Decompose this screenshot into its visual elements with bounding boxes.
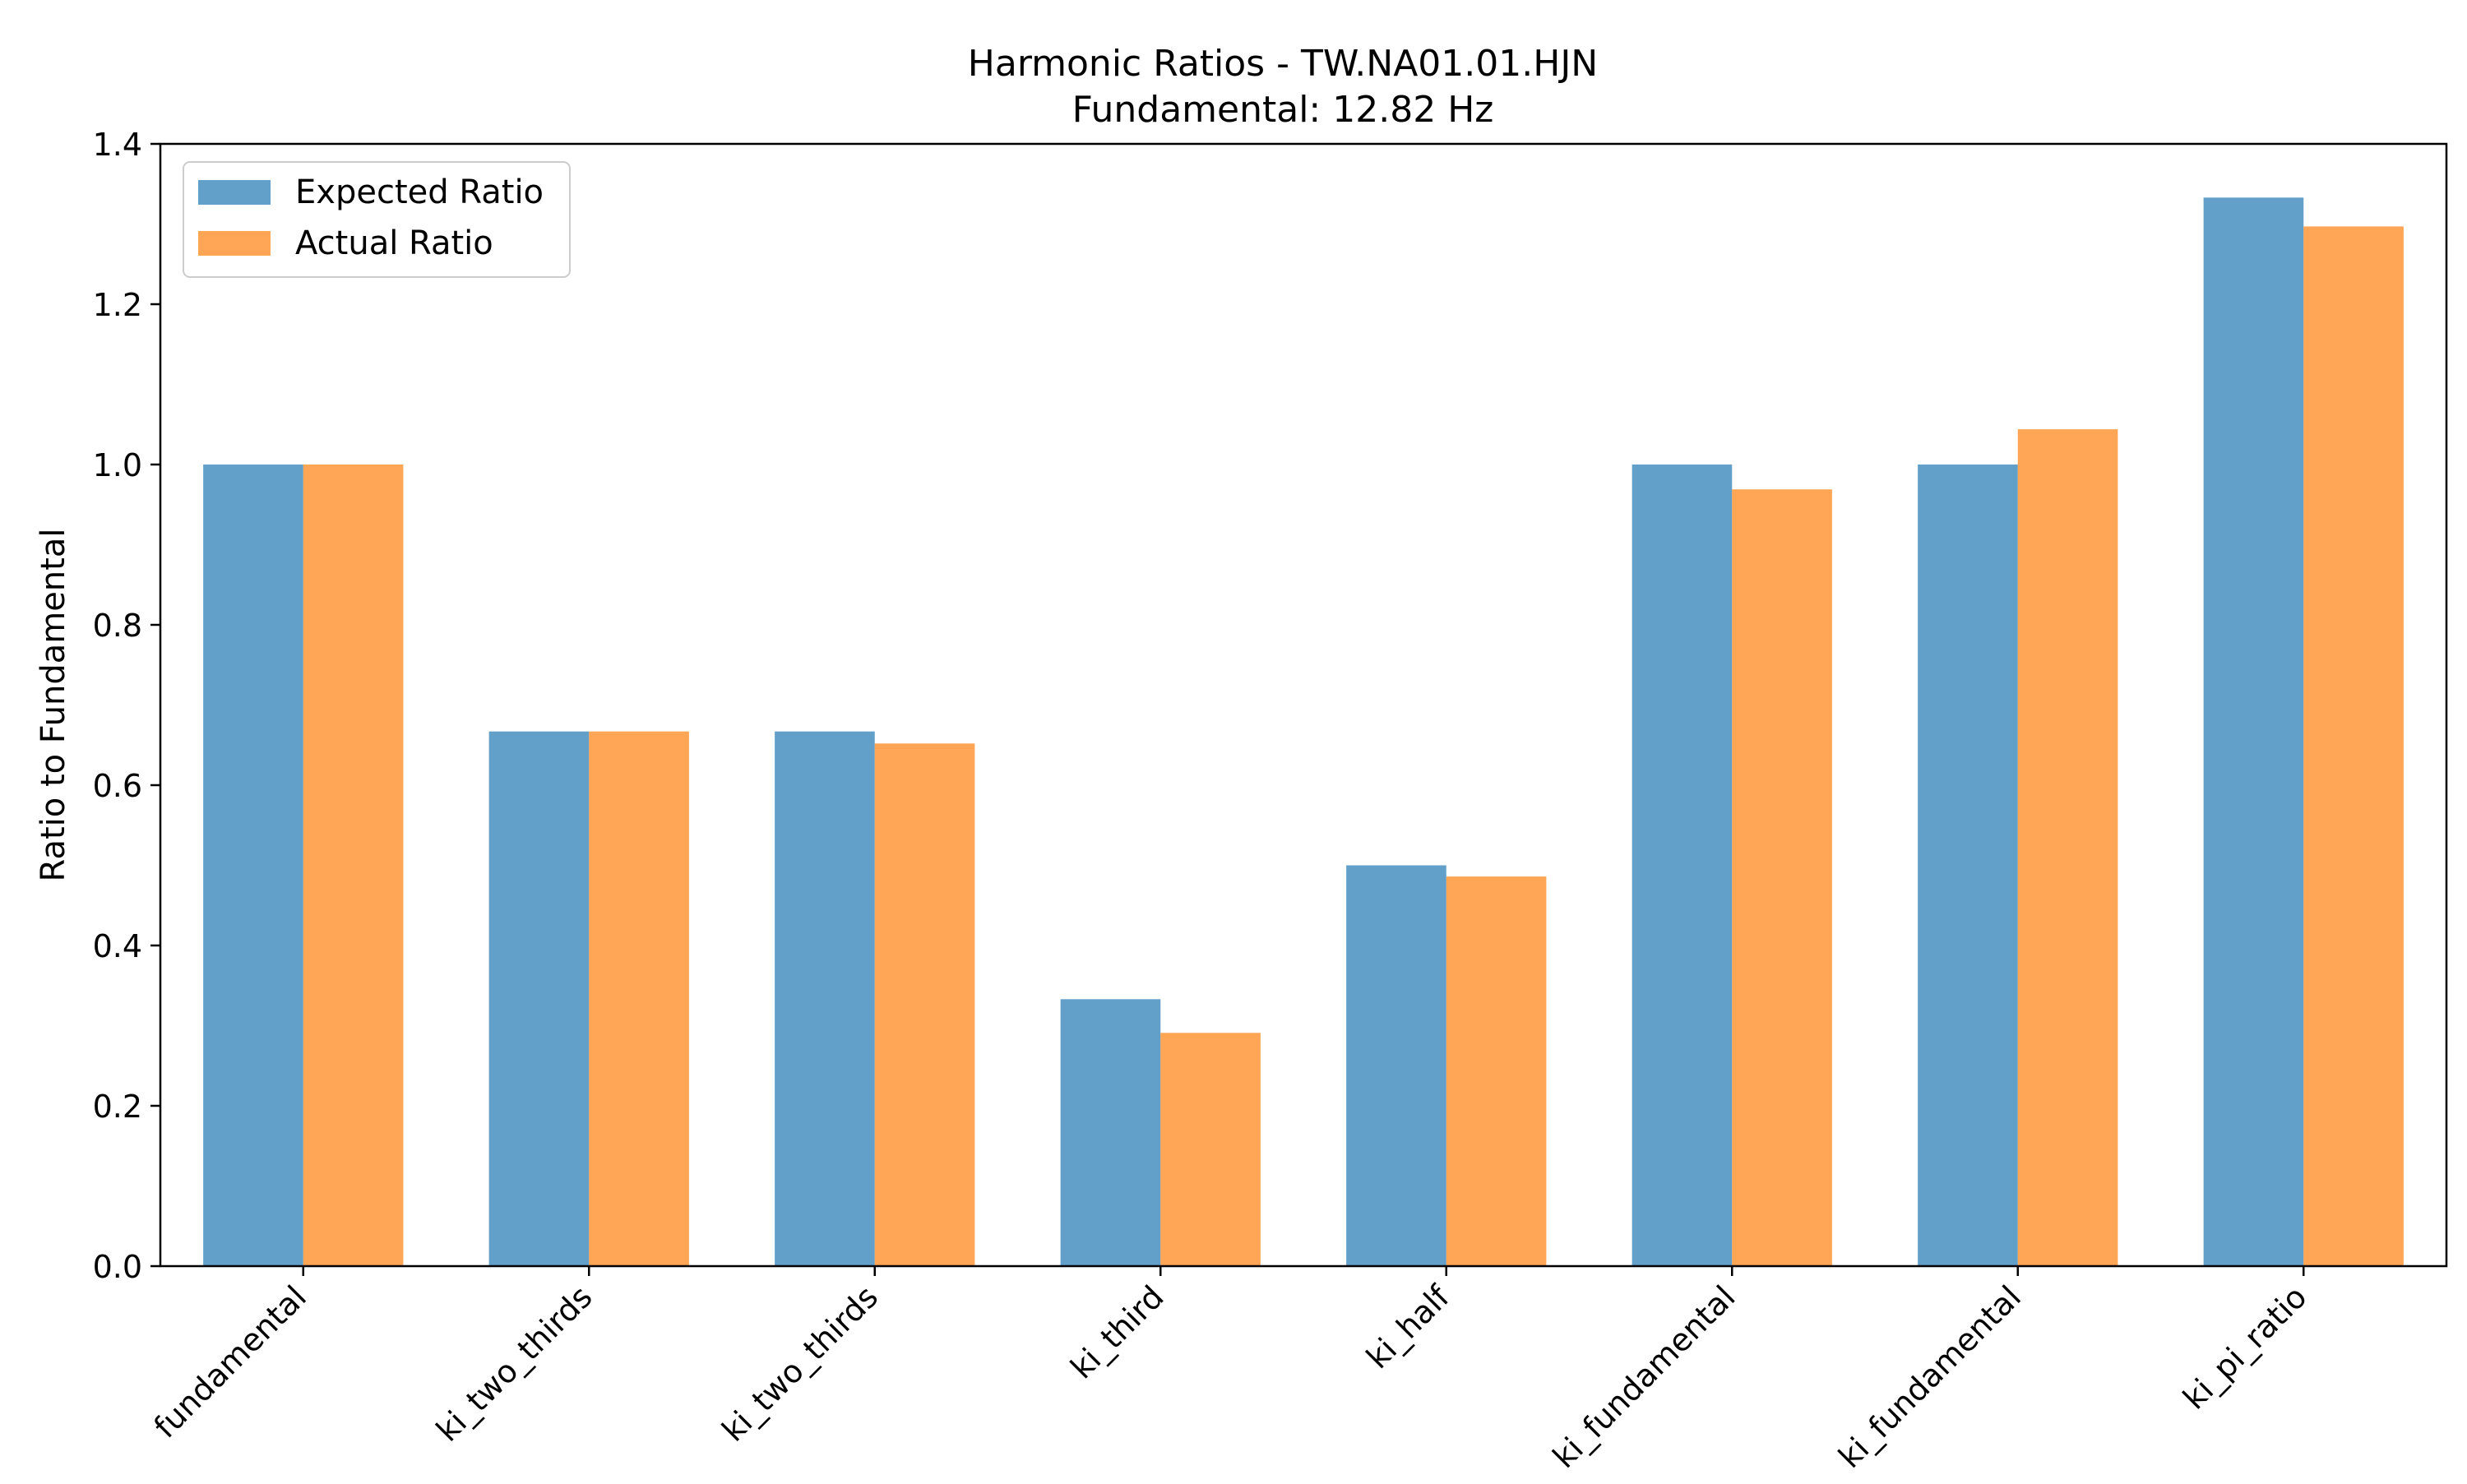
bars-layer (203, 197, 2404, 1267)
y-tick-label: 0.2 (93, 1089, 142, 1125)
bar-actual-4 (1446, 876, 1547, 1266)
bar-actual-1 (589, 731, 689, 1266)
bar-expected-1 (488, 731, 590, 1266)
legend-swatch-actual (198, 231, 271, 256)
legend: Expected Ratio Actual Ratio (183, 161, 571, 278)
y-tick-label: 0.0 (93, 1249, 142, 1285)
y-tick-label: 0.4 (93, 928, 142, 964)
bar-expected-7 (2203, 197, 2304, 1267)
x-tick-label: ki_fundamental (1831, 1278, 2028, 1475)
y-tick-label: 0.8 (93, 608, 142, 644)
x-tick-label: ki_two_thirds (429, 1278, 599, 1449)
x-tick-label: ki_fundamental (1546, 1278, 1743, 1475)
bar-actual-5 (1732, 489, 1832, 1266)
legend-box (183, 161, 571, 278)
bar-expected-5 (1632, 465, 1733, 1266)
bar-actual-2 (874, 743, 975, 1266)
bar-expected-0 (203, 465, 303, 1266)
chart-title: Harmonic Ratios - TW.NA01.01.HJN (968, 43, 1598, 85)
y-tick-label: 1.2 (93, 287, 142, 323)
x-tick-label: ki_pi_ratio (2176, 1278, 2313, 1416)
y-tick-label: 1.0 (93, 447, 142, 483)
bar-expected-6 (1918, 465, 2018, 1266)
x-tick-label: fundamental (147, 1278, 313, 1445)
legend-label-actual: Actual Ratio (295, 224, 493, 262)
y-tick-label: 1.4 (93, 127, 142, 163)
bar-expected-2 (775, 731, 875, 1266)
chart-subtitle: Fundamental: 12.82 Hz (1072, 89, 1494, 131)
x-tick-label: ki_two_thirds (715, 1278, 885, 1449)
bar-actual-6 (2017, 429, 2118, 1266)
y-tick-label: 0.6 (93, 768, 142, 804)
bar-expected-4 (1346, 865, 1446, 1266)
bar-actual-7 (2303, 226, 2404, 1266)
bar-actual-0 (303, 465, 404, 1266)
legend-label-expected: Expected Ratio (295, 173, 544, 211)
x-tick-label: ki_third (1063, 1278, 1170, 1385)
y-axis-label: Ratio to Fundamental (35, 529, 72, 882)
bar-expected-3 (1060, 999, 1161, 1266)
x-tick-label: ki_half (1359, 1278, 1457, 1375)
plot-frame (159, 142, 2448, 1268)
bar-actual-3 (1160, 1033, 1261, 1266)
legend-swatch-expected (198, 180, 271, 205)
